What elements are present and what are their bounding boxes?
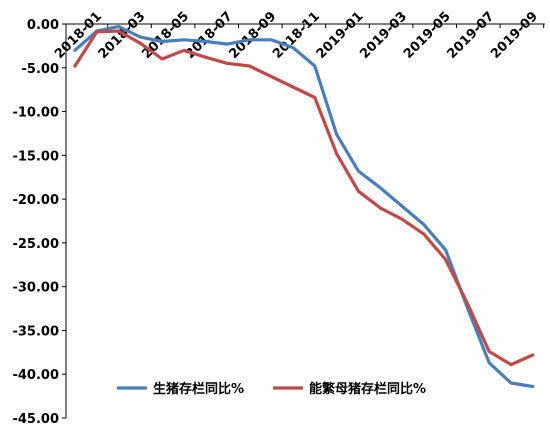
series-0-point bbox=[292, 46, 294, 49]
legend-label-1: 能繁母猪存栏同比% bbox=[309, 381, 426, 397]
series-0-point bbox=[488, 362, 491, 364]
series-0-point bbox=[183, 38, 185, 41]
series-0-point bbox=[444, 249, 447, 251]
series-1-point bbox=[401, 218, 403, 221]
series-0-point bbox=[139, 36, 142, 38]
series-1-point bbox=[510, 363, 512, 366]
y-tick-label: -5.00 bbox=[22, 62, 59, 77]
legend: 生猪存栏同比% 能繁母猪存栏同比% bbox=[117, 381, 426, 397]
series-0-point bbox=[510, 382, 512, 384]
x-tick-label: 2018-09 bbox=[227, 9, 280, 62]
series-0-point bbox=[117, 25, 120, 28]
y-tick-label: -25.00 bbox=[12, 237, 59, 252]
series-1-point bbox=[96, 31, 98, 33]
series-1-point bbox=[423, 233, 425, 235]
series-line-0 bbox=[73, 25, 535, 389]
y-tick-label: -30.00 bbox=[12, 281, 59, 296]
y-axis: 0.00 -5.00 -10.00 -15.00 -20.00 -25.00 -30.00 -… bbox=[12, 18, 67, 427]
series-0-point bbox=[423, 223, 425, 226]
x-tick-label: 2019-09 bbox=[488, 9, 541, 62]
y-tick-label: 0.00 bbox=[27, 18, 59, 33]
series-1-point bbox=[270, 75, 273, 78]
series-0-point bbox=[401, 205, 403, 207]
series-1-point bbox=[205, 56, 207, 59]
series-1-point bbox=[74, 65, 76, 67]
series-1-point bbox=[379, 207, 382, 209]
x-tick-label: 2019-05 bbox=[401, 9, 454, 62]
series-1-point bbox=[226, 62, 229, 65]
series-0-point bbox=[248, 38, 251, 41]
y-tick-label: -20.00 bbox=[12, 193, 59, 208]
series-1-point bbox=[314, 96, 316, 99]
series-0-point bbox=[205, 40, 207, 43]
series-0-point bbox=[270, 38, 273, 41]
series-1-point bbox=[292, 86, 294, 88]
x-tick-label: 2019-01 bbox=[314, 9, 367, 62]
series-1-point bbox=[139, 42, 142, 45]
series-0-point bbox=[532, 385, 534, 388]
series-1-point bbox=[161, 58, 163, 60]
series-0-point bbox=[357, 170, 360, 172]
series-0-point bbox=[161, 40, 163, 43]
series-0-point bbox=[379, 186, 382, 189]
series-1-point bbox=[183, 49, 185, 52]
y-tick-label: -10.00 bbox=[12, 106, 59, 121]
y-tick-label: -35.00 bbox=[12, 324, 59, 339]
series-0-point bbox=[314, 65, 316, 67]
series-1-point bbox=[335, 152, 338, 155]
series-1-point bbox=[488, 350, 491, 353]
y-tick-label: -15.00 bbox=[12, 149, 59, 164]
series-line-1 bbox=[73, 29, 535, 367]
series-lines bbox=[73, 25, 535, 389]
series-1-point bbox=[532, 354, 534, 356]
series-1-point bbox=[466, 302, 469, 305]
x-tick-label: 2019-07 bbox=[445, 9, 498, 62]
legend-label-0: 生猪存栏同比% bbox=[153, 381, 244, 397]
series-1-point bbox=[117, 30, 120, 32]
series-0-point bbox=[226, 43, 229, 45]
series-1-point bbox=[357, 190, 360, 193]
y-tick-label: -40.00 bbox=[12, 368, 59, 383]
series-0-point bbox=[335, 133, 338, 136]
series-0-point bbox=[74, 49, 76, 52]
series-1-point bbox=[248, 65, 251, 67]
series-1-point bbox=[444, 258, 447, 261]
y-tick-label: -45.00 bbox=[12, 412, 59, 427]
